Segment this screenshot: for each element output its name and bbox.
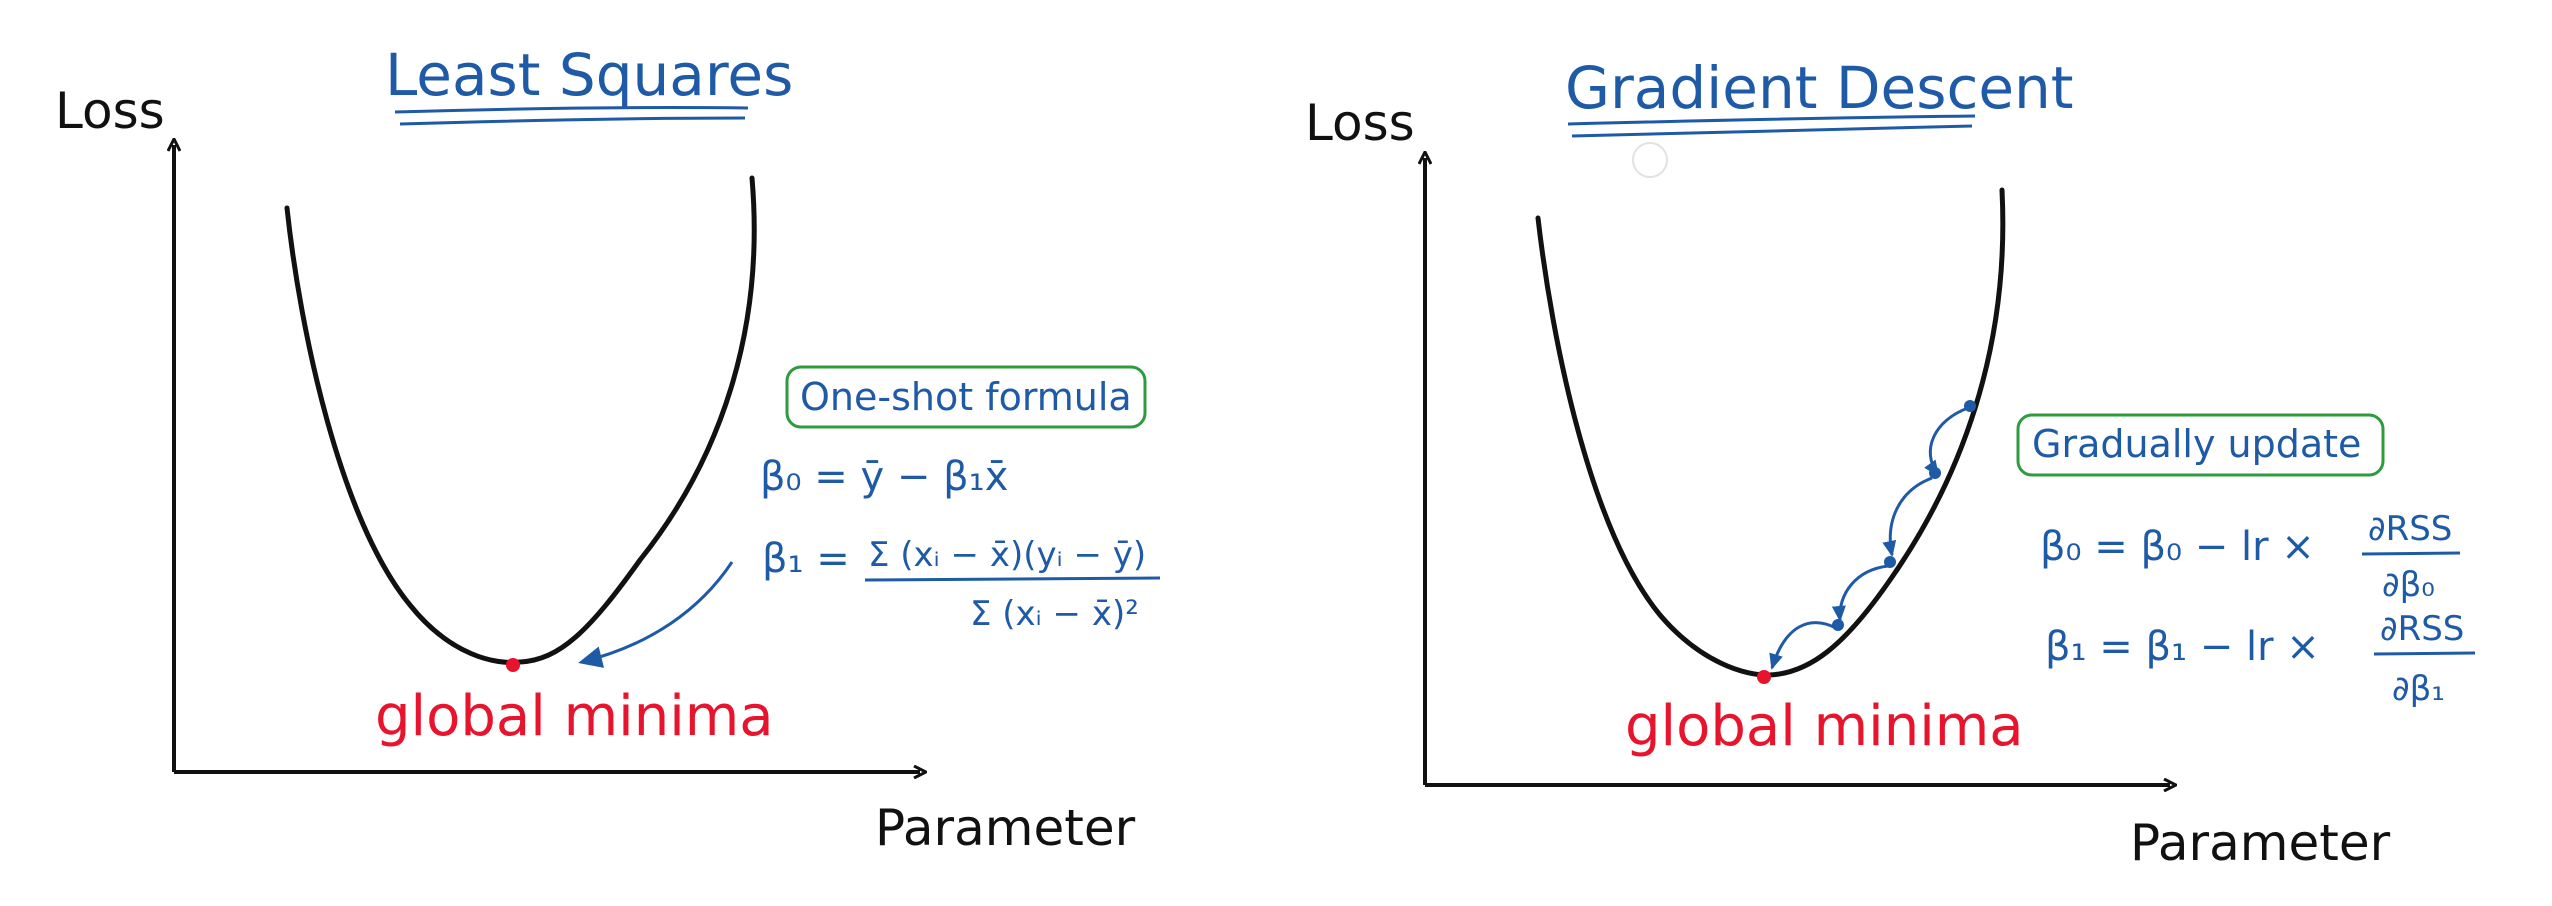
global-minima-label: global minima bbox=[375, 684, 774, 749]
title-underline bbox=[394, 106, 749, 114]
beta0-update-numerator: ∂RSS bbox=[2368, 509, 2452, 549]
step-arrow bbox=[1924, 406, 1969, 477]
pointer-arrow bbox=[578, 561, 734, 668]
beta0-formula: β₀ = ȳ − β₁x̄ bbox=[760, 454, 1008, 500]
one-shot-formula-label: One-shot formula bbox=[800, 375, 1132, 419]
loss-curve bbox=[1535, 187, 2006, 678]
gradually-update-box bbox=[2016, 413, 2385, 477]
fraction-bar bbox=[2361, 551, 2461, 556]
title-underline bbox=[399, 116, 746, 126]
y-axis-label: Loss bbox=[1305, 94, 1415, 152]
least-squares-panel: Least Squares Loss Parameter global mini… bbox=[55, 41, 1161, 857]
gradually-update-label: Gradually update bbox=[2032, 422, 2361, 466]
beta0-update-denominator: ∂β₀ bbox=[2382, 565, 2435, 605]
beta0-update-lhs: β₀ = β₀ − lr × bbox=[2040, 524, 2315, 570]
title-underline bbox=[1567, 114, 1976, 126]
y-axis-label: Loss bbox=[55, 82, 165, 140]
gradient-descent-panel: Gradient Descent Loss Parameter global m… bbox=[1305, 54, 2476, 872]
loss-curve bbox=[284, 175, 757, 665]
x-axis-label: Parameter bbox=[875, 799, 1136, 857]
x-axis-label: Parameter bbox=[2130, 814, 2391, 872]
beta1-lhs: β₁ = bbox=[762, 536, 850, 582]
step-point bbox=[1832, 619, 1844, 631]
title-underline bbox=[1571, 124, 1973, 138]
step-arrow bbox=[1831, 564, 1889, 622]
faint-mark bbox=[1632, 142, 1668, 178]
gradient-descent-title: Gradient Descent bbox=[1565, 54, 2074, 122]
step-arrow bbox=[1882, 476, 1933, 557]
beta1-update-lhs: β₁ = β₁ − lr × bbox=[2045, 624, 2320, 670]
beta1-denominator: Σ (xᵢ − x̄)² bbox=[970, 594, 1139, 634]
global-minima-label: global minima bbox=[1625, 694, 2024, 759]
one-shot-formula-box bbox=[785, 365, 1147, 429]
beta1-numerator: Σ (xᵢ − x̄)(yᵢ − ȳ) bbox=[868, 535, 1146, 575]
beta1-update-denominator: ∂β₁ bbox=[2392, 669, 2445, 709]
step-arrow bbox=[1769, 621, 1837, 670]
beta1-update-numerator: ∂RSS bbox=[2380, 609, 2464, 649]
least-squares-title: Least Squares bbox=[385, 41, 793, 109]
fraction-bar bbox=[864, 576, 1161, 582]
fraction-bar bbox=[2373, 651, 2476, 656]
global-minimum-point bbox=[506, 658, 520, 672]
global-minimum-point bbox=[1757, 670, 1771, 684]
